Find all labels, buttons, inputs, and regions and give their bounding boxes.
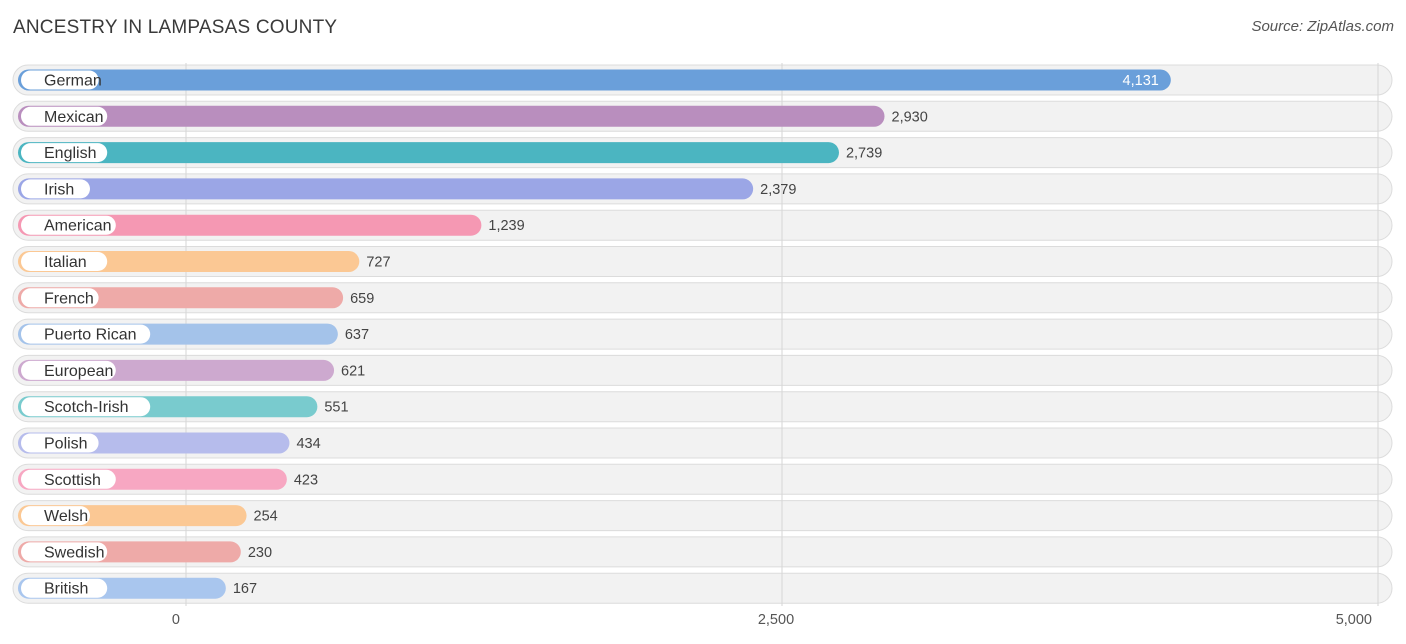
bar-label: Irish	[44, 181, 74, 198]
bar-label-pill	[21, 179, 90, 199]
bar-label: Mexican	[44, 109, 104, 126]
bar-label: Puerto Rican	[44, 327, 137, 344]
value-label: 1,239	[488, 218, 524, 234]
value-label: 727	[366, 255, 390, 271]
value-label: 2,379	[760, 182, 796, 198]
bar-label-pill	[21, 578, 108, 598]
bar-label: Italian	[44, 254, 87, 271]
bar-label-pill	[21, 397, 151, 417]
value-label: 621	[341, 363, 365, 379]
bar-track	[12, 572, 1393, 604]
bar	[18, 105, 885, 127]
bar-label: European	[44, 363, 113, 380]
bar-label: Polish	[44, 436, 88, 453]
value-label: 423	[294, 472, 318, 488]
value-label: 434	[296, 436, 320, 452]
value-label: 2,739	[846, 146, 882, 162]
bar-label: Scotch-Irish	[44, 399, 128, 416]
value-label: 659	[350, 291, 374, 307]
bar	[18, 287, 344, 309]
bar-label-pill	[21, 542, 108, 562]
bar-label-pill	[21, 106, 108, 126]
bar-label-pill	[21, 143, 108, 163]
bar-label: Scottish	[44, 472, 101, 489]
bar-track	[12, 427, 1393, 459]
bar-label: British	[44, 581, 88, 598]
bar-label: French	[44, 290, 94, 307]
bar	[18, 214, 482, 236]
bar-label: Swedish	[44, 544, 104, 561]
value-label: 2,930	[892, 109, 928, 125]
source-label: Source: ZipAtlas.com	[1251, 18, 1394, 35]
value-label: 637	[345, 327, 369, 343]
value-label: 230	[248, 545, 272, 561]
value-label: 167	[233, 581, 257, 597]
bar-track	[12, 282, 1393, 314]
tick-label: 5,000	[1336, 612, 1372, 628]
tick-labels: 0 2,500 5,000	[172, 612, 1372, 628]
bar-label-pill	[21, 215, 116, 235]
tick-label: 0	[172, 612, 180, 628]
bar-track	[12, 500, 1393, 532]
bar-label-pill	[21, 506, 90, 526]
bar-track	[12, 536, 1393, 568]
bar-label-pill	[21, 324, 151, 344]
bar-label-pill	[21, 288, 99, 308]
bar	[18, 142, 839, 164]
bar-track	[12, 246, 1393, 277]
bars: German 4,131 Mexican 2,930 English 2,739 Irish…	[18, 69, 1171, 599]
value-label: 551	[324, 400, 348, 416]
value-label: 254	[254, 509, 278, 525]
bar-track	[12, 391, 1393, 423]
bar-track	[12, 354, 1393, 386]
bar-label-pill	[21, 469, 116, 489]
chart-title: ANCESTRY IN LAMPASAS COUNTY	[13, 17, 338, 38]
bar-label-pill	[21, 70, 99, 90]
bar-label: German	[44, 73, 102, 90]
bar-label-pill	[21, 433, 99, 453]
bar	[18, 178, 754, 200]
value-label: 4,131	[1123, 73, 1159, 89]
bar-label-pill	[21, 360, 116, 380]
tick-label: 2,500	[758, 612, 794, 628]
bar	[18, 69, 1171, 91]
bar-track	[12, 318, 1393, 350]
bar-label: American	[44, 218, 112, 235]
bar-label: Welsh	[44, 508, 88, 525]
bar-label: English	[44, 145, 96, 162]
bar-label-pill	[21, 252, 108, 271]
bar-track	[12, 463, 1393, 495]
